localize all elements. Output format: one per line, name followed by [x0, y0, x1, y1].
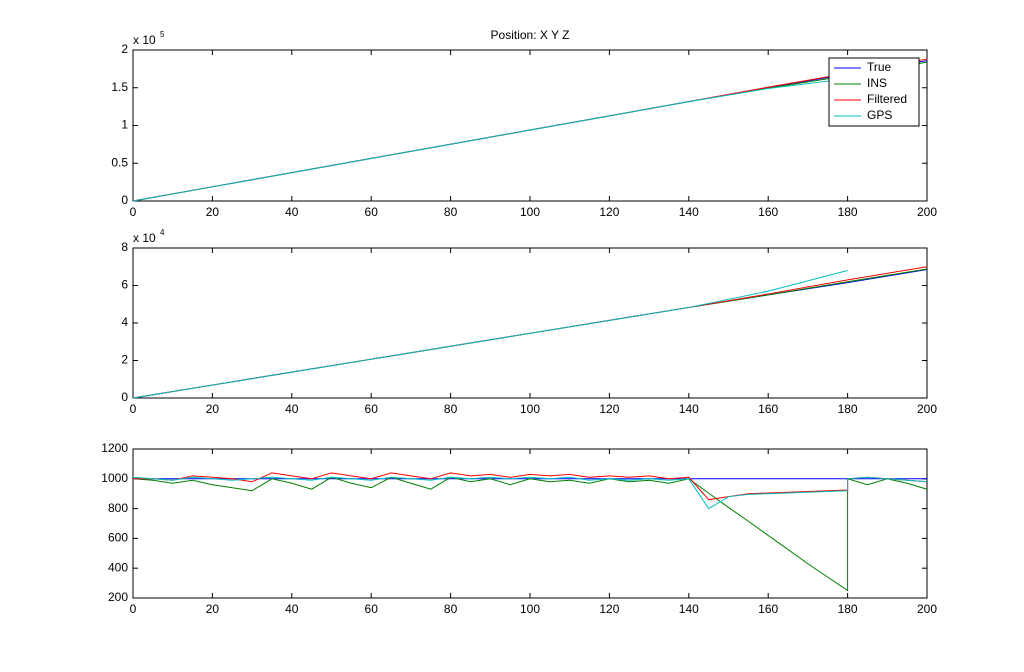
- series-line: [133, 472, 928, 501]
- x-tick-label: 20: [206, 402, 220, 416]
- x-tick-label: 40: [285, 402, 299, 416]
- x-tick-label: 120: [599, 205, 619, 219]
- series-line: [132, 270, 848, 399]
- x-tick-label: 80: [444, 602, 458, 616]
- x-tick-label: 60: [365, 205, 379, 219]
- x-tick-label: 180: [838, 602, 858, 616]
- series-line: [132, 78, 848, 202]
- x-tick-label: 160: [758, 205, 778, 219]
- y-tick-label: 1000: [101, 471, 128, 485]
- x-tick-label: 60: [365, 602, 379, 616]
- x-tick-label: 120: [599, 402, 619, 416]
- x-tick-label: 60: [365, 402, 379, 416]
- legend-label: Filtered: [867, 92, 907, 106]
- y-tick-label: 6: [121, 278, 128, 292]
- y-tick-label: 600: [108, 531, 128, 545]
- y-tick-label: 1.5: [111, 80, 128, 94]
- axes-box: [132, 448, 928, 599]
- x-tick-label: 180: [838, 402, 858, 416]
- x-tick-label: 140: [679, 205, 699, 219]
- x-tick-label: 40: [285, 602, 299, 616]
- x-tick-label: 160: [758, 602, 778, 616]
- x-tick-label: 180: [838, 205, 858, 219]
- x-tick-label: 200: [917, 205, 937, 219]
- x-tick-label: 140: [679, 602, 699, 616]
- y-tick-label: 1: [121, 118, 128, 132]
- legend-label: True: [867, 60, 892, 74]
- x-tick-label: 100: [520, 602, 540, 616]
- series-line: [132, 476, 928, 592]
- x-tick-label: 0: [130, 205, 137, 219]
- y-exponent-base: x 10: [133, 231, 156, 245]
- legend-label: GPS: [867, 108, 892, 122]
- y-tick-label: 2: [121, 353, 128, 367]
- y-tick-label: 4: [121, 315, 128, 329]
- subplot: Position: X Y Z0 20 40 60 80 100 120 140 160 180 2…: [111, 28, 937, 219]
- x-tick-label: 40: [285, 205, 299, 219]
- x-tick-label: 140: [679, 402, 699, 416]
- series-line: [132, 476, 928, 510]
- legend-label: INS: [867, 76, 887, 90]
- y-tick-label: 8: [121, 240, 128, 254]
- y-exponent-power: 5: [160, 30, 165, 39]
- y-tick-label: 0: [121, 193, 128, 207]
- x-tick-label: 20: [206, 602, 220, 616]
- y-tick-label: 800: [108, 501, 128, 515]
- axes-box: [132, 247, 928, 399]
- x-tick-label: 20: [206, 205, 220, 219]
- subplot: 0 20 40 60 80 100 120 140 160 180 200 200 400 600 800 1…: [101, 441, 937, 616]
- y-tick-label: 200: [108, 590, 128, 604]
- x-tick-label: 0: [130, 402, 137, 416]
- axes-box: [132, 49, 928, 202]
- x-tick-label: 80: [444, 205, 458, 219]
- x-tick-label: 120: [599, 602, 619, 616]
- y-tick-label: 2: [121, 42, 128, 56]
- x-tick-label: 200: [917, 602, 937, 616]
- x-tick-label: 100: [520, 402, 540, 416]
- x-tick-label: 100: [520, 205, 540, 219]
- x-tick-label: 160: [758, 402, 778, 416]
- y-exponent-power: 4: [160, 228, 165, 237]
- subplot: 0 20 40 60 80 100 120 140 160 180 200 0 2 4 6 8 x 10 4: [121, 228, 937, 416]
- y-exponent-base: x 10: [133, 33, 156, 47]
- y-tick-label: 400: [108, 560, 128, 574]
- x-tick-label: 80: [444, 402, 458, 416]
- y-tick-label: 1200: [101, 441, 128, 455]
- x-tick-label: 200: [917, 402, 937, 416]
- chart-title: Position: X Y Z: [491, 28, 570, 42]
- y-tick-label: 0: [121, 390, 128, 404]
- y-tick-label: 0.5: [111, 155, 128, 169]
- legend-box: [828, 57, 920, 127]
- legend: True INS Filtered GPS: [828, 57, 920, 127]
- x-tick-label: 0: [130, 602, 137, 616]
